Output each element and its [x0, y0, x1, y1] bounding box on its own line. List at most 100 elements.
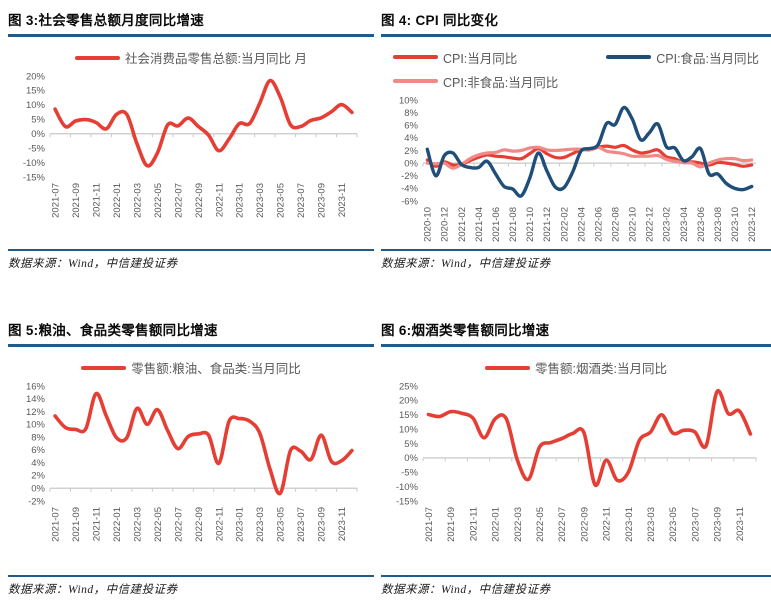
x-tick-label: 2022-07	[557, 507, 568, 542]
figure-panel-6: 图 6:烟酒类零售额同比增速 零售额:烟酒类:当月同比 25% 20% 15% 10%…	[381, 319, 771, 597]
y-tick-label: -6%	[401, 196, 418, 207]
y-tick-label: -4%	[401, 184, 418, 195]
y-tick-label: 0%	[404, 453, 418, 464]
y-tick-label: 15%	[399, 410, 419, 421]
x-tick-label: 2022-07	[173, 183, 184, 218]
y-tick-label: 14%	[26, 394, 46, 405]
x-tick-label: 2022-12	[645, 207, 656, 242]
x-tick-label: 2023-06	[696, 207, 707, 242]
x-tick-label: 2022-05	[153, 507, 164, 542]
x-tick-label: 2023-05	[276, 507, 287, 542]
x-tick-label: 2021-06	[491, 207, 502, 242]
y-tick-label: 0%	[31, 484, 45, 495]
y-tick-label: 2%	[31, 471, 45, 482]
y-tick-label: 8%	[31, 432, 45, 443]
title-underline	[381, 344, 771, 347]
footer-rule	[8, 249, 374, 251]
legend-line-swatch	[485, 365, 531, 370]
legend-label: CPI:非食品:当月同比	[442, 75, 559, 90]
figure-title: 图 5:粮油、食品类零售额同比增速	[8, 323, 218, 338]
y-tick-label: 20%	[26, 71, 46, 82]
x-tick-label: 2021-10	[525, 207, 536, 242]
legend-line-swatch	[392, 79, 438, 84]
figure-panel-4: 图 4: CPI 同比变化 CPI:当月同比 CPI:食品:当月同比 CPI:非食品…	[381, 9, 771, 271]
y-tick-label: -10%	[396, 482, 419, 493]
x-tick-label: 2021-09	[446, 507, 457, 542]
x-tick-label: 2021-08	[508, 207, 519, 242]
retail-total-yoy-line-chart: 20% 15% 10% 5% 0% -5% -10% -15% 2021-07 2021-09 20…	[23, 71, 358, 218]
x-tick-label: 2022-07	[173, 507, 184, 542]
x-tick-label: 2023-09	[317, 183, 328, 218]
x-tick-label: 2023-11	[735, 507, 746, 541]
x-tick-label: 2021-02	[457, 207, 468, 242]
title-underline	[8, 34, 374, 37]
x-tick-label: 2023-05	[668, 507, 679, 542]
x-tick-label: 2022-05	[153, 183, 164, 218]
x-tick-label: 2021-11	[91, 507, 102, 541]
x-tick-label: 2022-03	[513, 507, 524, 542]
y-tick-label: 12%	[26, 407, 46, 418]
chart-legend: 零售额:粮油、食品类:当月同比	[8, 358, 374, 377]
x-tick-label: 2022-11	[214, 507, 225, 541]
y-tick-label: 10%	[399, 424, 419, 435]
x-tick-label: 2023-01	[624, 507, 635, 542]
x-tick-label: 2021-11	[91, 183, 102, 217]
data-source-note: 数据来源：Wind，中信建投证券	[8, 584, 178, 596]
x-tick-label: 2023-07	[690, 507, 701, 542]
y-tick-label: 5%	[31, 115, 45, 126]
y-tick-label: 15%	[26, 86, 46, 97]
legend-item: CPI:非食品:当月同比	[392, 72, 559, 91]
x-tick-label: 2022-09	[194, 183, 205, 218]
axes: 20% 15% 10% 5% 0% -5% -10% -15% 2021-07 2021-09 20…	[23, 71, 358, 218]
x-tick-label: 2023-03	[255, 183, 266, 218]
x-tick-label: 2022-11	[214, 183, 225, 217]
x-tick-label: 2021-07	[424, 507, 435, 542]
legend-line-swatch	[81, 365, 127, 370]
legend-label: 零售额:粮油、食品类:当月同比	[131, 362, 301, 376]
figure-panel-5: 图 5:粮油、食品类零售额同比增速 零售额:粮油、食品类:当月同比 16% 14%…	[8, 319, 374, 597]
x-tick-label: 2022-09	[194, 507, 205, 542]
chart-legend: 社会消费品零售总额:当月同比 月	[8, 48, 374, 67]
data-source-note: 数据来源：Wind，中信建投证券	[381, 584, 551, 596]
y-tick-label: 10%	[26, 420, 46, 431]
y-tick-label: -2%	[28, 496, 45, 507]
figure-title: 图 6:烟酒类零售额同比增速	[381, 323, 550, 338]
x-tick-label: 2022-02	[559, 207, 570, 242]
x-tick-label: 2020-10	[423, 207, 434, 242]
title-underline	[8, 344, 374, 347]
legend-label: 社会消费品零售总额:当月同比 月	[125, 52, 307, 66]
x-tick-label: 2021-09	[71, 507, 82, 542]
x-tick-label: 2023-08	[713, 207, 724, 242]
legend-line-swatch	[392, 55, 438, 60]
y-tick-label: -2%	[401, 171, 418, 182]
x-tick-label: 2022-01	[112, 183, 123, 218]
y-tick-label: 0%	[31, 129, 45, 140]
x-tick-label: 2021-11	[468, 507, 479, 541]
line-series-0	[426, 388, 753, 487]
line-series-0	[53, 391, 354, 496]
x-tick-label: 2022-05	[535, 507, 546, 542]
y-tick-label: 6%	[404, 120, 418, 131]
y-tick-label: 4%	[31, 458, 45, 469]
x-tick-label: 2023-09	[317, 507, 328, 542]
x-tick-label: 2023-11	[337, 183, 348, 217]
x-tick-label: 2021-12	[542, 207, 553, 242]
figure-title: 图 4: CPI 同比变化	[381, 13, 499, 28]
y-tick-label: 8%	[404, 108, 418, 119]
x-tick-label: 2022-03	[132, 507, 143, 542]
legend-label: 零售额:烟酒类:当月同比	[535, 362, 667, 376]
data-source-note: 数据来源：Wind，中信建投证券	[381, 258, 551, 270]
x-tick-label: 2022-08	[611, 207, 622, 242]
legend-item: 社会消费品零售总额:当月同比 月	[75, 48, 307, 67]
legend-item: CPI:食品:当月同比	[606, 48, 759, 67]
y-tick-label: 25%	[399, 381, 419, 392]
legend-line-swatch	[75, 55, 121, 60]
y-tick-label: 0%	[404, 158, 418, 169]
x-tick-label: 2023-03	[255, 507, 266, 542]
x-tick-label: 2022-06	[593, 207, 604, 242]
axes: 10% 8%6% 4% 2%0% -2% -4%-6% 2020-10 2020-12 2021…	[399, 95, 758, 242]
chart-legend: 零售额:烟酒类:当月同比	[381, 358, 771, 377]
chart-legend: CPI:当月同比 CPI:食品:当月同比 CPI:非食品:当月同比	[381, 48, 771, 91]
legend-item: 零售额:粮油、食品类:当月同比	[81, 358, 301, 377]
y-tick-label: 20%	[399, 396, 419, 407]
